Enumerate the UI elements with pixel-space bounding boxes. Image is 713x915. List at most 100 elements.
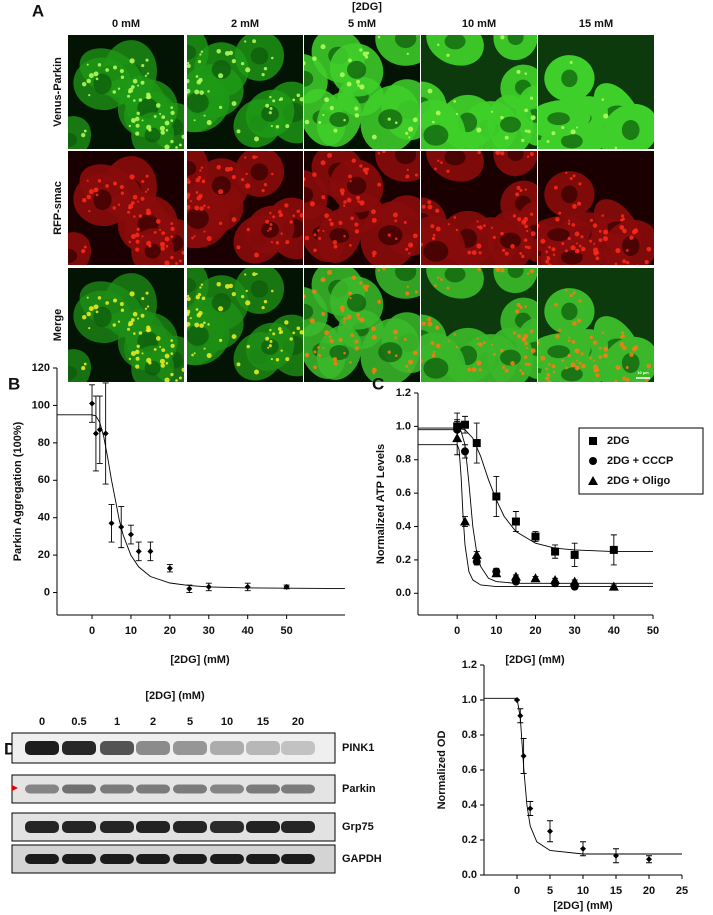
puncta [576,126,579,129]
marker [646,856,652,863]
puncta [130,118,136,123]
puncta [529,96,534,100]
puncta [540,355,546,361]
puncta [332,240,338,245]
y-tick-label: 0.8 [396,454,411,466]
puncta [280,349,283,352]
puncta [254,136,259,142]
puncta [272,332,276,336]
micrograph [538,151,654,265]
blot-band [62,821,96,833]
marker [283,583,290,590]
marker [89,400,96,407]
puncta [244,40,247,43]
legend-box [578,427,704,495]
puncta [313,365,317,370]
y-tick-label: 20 [38,549,50,561]
puncta [421,204,426,209]
puncta [164,144,170,149]
puncta [161,348,166,352]
puncta [53,257,57,261]
puncta [602,352,609,359]
y-tick-label: 0.2 [462,834,477,846]
puncta [218,306,224,312]
puncta [254,369,259,375]
puncta [593,251,598,256]
puncta [135,356,140,361]
puncta [567,339,571,342]
puncta [272,215,276,219]
puncta [254,252,259,258]
puncta [371,367,377,373]
puncta [516,69,521,74]
puncta [128,124,132,128]
marker [471,549,482,559]
puncta [523,337,526,340]
puncta [55,145,58,148]
nucleus [346,60,367,79]
puncta [340,309,345,313]
puncta [289,337,293,341]
puncta [459,148,461,149]
puncta [170,343,175,348]
puncta [153,230,157,234]
puncta [133,332,136,335]
puncta [119,184,124,190]
puncta [132,78,138,84]
puncta [224,283,230,289]
puncta [482,224,486,228]
puncta [324,97,330,103]
nucleus [561,69,578,88]
puncta [561,242,565,246]
micrograph [187,35,303,149]
marker [92,430,99,437]
puncta [382,151,386,154]
puncta [137,84,140,87]
puncta [622,228,627,234]
puncta [598,355,603,359]
puncta [545,367,549,371]
puncta [268,227,272,231]
puncta [50,138,53,141]
puncta [136,227,140,231]
puncta [128,87,134,93]
puncta [199,90,204,95]
puncta [236,245,241,250]
puncta [571,223,576,227]
nucleus [444,268,466,283]
puncta [113,298,118,303]
puncta [261,72,265,77]
puncta [476,243,482,249]
puncta [440,278,443,281]
puncta [145,291,149,295]
puncta [105,68,109,72]
puncta [105,184,109,188]
puncta [191,353,194,357]
puncta [408,136,411,139]
puncta [329,221,334,227]
puncta [619,342,625,347]
puncta [620,214,625,218]
puncta [269,211,272,215]
puncta [135,131,140,136]
band-label: GAPDH [342,853,382,865]
x-tick-label: 30 [203,625,215,637]
puncta [354,113,360,118]
puncta [299,330,303,335]
puncta [299,213,303,218]
blot-band [210,854,244,864]
legend-marker [589,437,597,445]
puncta [224,50,230,56]
puncta [50,371,53,374]
puncta [141,352,144,355]
puncta [199,286,202,289]
puncta [574,348,580,354]
puncta [175,262,178,265]
puncta [592,364,599,370]
puncta [346,314,352,320]
band-label: Parkin [342,783,376,795]
nucleus [395,151,417,165]
puncta [126,94,131,98]
nucleus [561,302,578,321]
puncta [459,264,461,265]
